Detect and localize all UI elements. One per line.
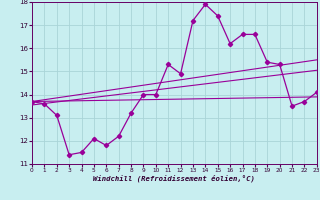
X-axis label: Windchill (Refroidissement éolien,°C): Windchill (Refroidissement éolien,°C): [93, 175, 255, 182]
